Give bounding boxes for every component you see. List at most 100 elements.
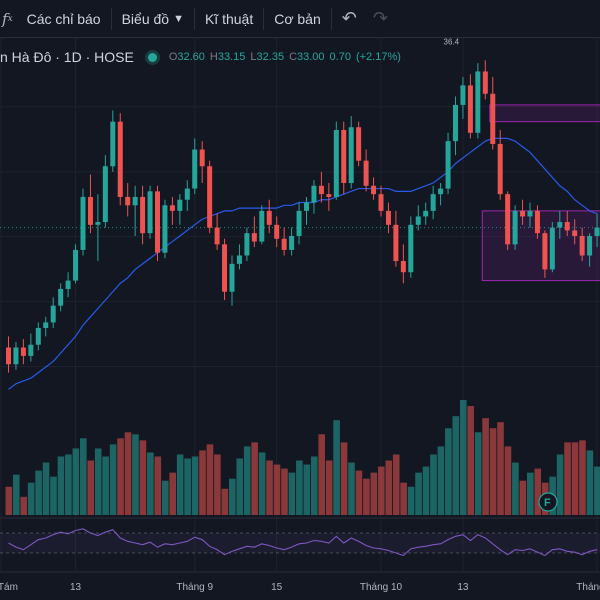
- candle-body: [579, 235, 585, 256]
- volume-bar: [430, 454, 437, 515]
- x-axis-tick-label: 15: [271, 582, 283, 593]
- volume-bar: [20, 496, 27, 515]
- change-percent: (+2.17%): [355, 51, 401, 63]
- candle-body: [587, 235, 593, 256]
- volume-bar: [571, 442, 579, 515]
- candle-body: [520, 210, 526, 217]
- volume-bar: [87, 460, 95, 515]
- high-value: 33.15: [217, 51, 246, 63]
- candle-body: [192, 149, 198, 189]
- symbol-title[interactable]: n Hà Đô · 1D · HOSE: [0, 49, 134, 65]
- candle-body: [125, 196, 131, 206]
- candle-body: [58, 288, 64, 306]
- candle-body: [438, 188, 444, 195]
- candle-body: [415, 216, 421, 225]
- candle-body: [50, 305, 56, 323]
- volume-bar: [519, 480, 527, 515]
- candle-body: [147, 191, 153, 234]
- volume-bar: [482, 418, 489, 515]
- candle-body: [333, 130, 339, 197]
- volume-bar: [184, 458, 191, 515]
- candle-body: [467, 85, 473, 133]
- candle-body: [378, 194, 384, 211]
- x-axis-tick-label: ng Tám: [0, 582, 18, 593]
- volume-bar: [296, 460, 303, 515]
- open-key: O: [168, 51, 178, 63]
- redo-icon[interactable]: ↷: [372, 8, 388, 28]
- candle-body: [326, 194, 332, 197]
- candle-body: [132, 196, 138, 206]
- volume-bar: [206, 444, 214, 515]
- volume-bar: [12, 474, 20, 515]
- volume-bar: [378, 466, 385, 515]
- candle-body: [385, 210, 391, 225]
- volume-bar: [176, 454, 184, 515]
- volume-bar: [288, 472, 296, 515]
- candle-body: [594, 227, 600, 236]
- candle-body: [169, 205, 175, 211]
- candle-body: [423, 210, 429, 217]
- volume-bar: [214, 454, 221, 515]
- candle-body: [348, 127, 354, 183]
- x-axis-tick-label: 13: [70, 582, 82, 593]
- volume-bar: [527, 472, 534, 515]
- candle-body: [393, 224, 399, 262]
- financial-event-letter: F: [544, 497, 551, 509]
- candle-body: [400, 261, 406, 273]
- candle-body: [244, 233, 250, 256]
- candle-body: [274, 224, 280, 239]
- volume-bar: [191, 456, 199, 515]
- candle-body: [65, 280, 71, 289]
- candle-body: [475, 71, 481, 133]
- candle-body: [140, 196, 146, 234]
- volume-bar: [5, 486, 13, 515]
- candle-body: [549, 227, 555, 270]
- candle-body: [505, 194, 511, 245]
- candle-body: [311, 185, 317, 203]
- volume-bar: [407, 486, 415, 515]
- x-axis-tick-label: 13: [457, 582, 469, 593]
- candle-body: [80, 196, 86, 250]
- chart-type-dropdown[interactable]: Biểu đồ ▼: [114, 0, 192, 38]
- candle-body: [236, 255, 242, 264]
- basic-tab[interactable]: Cơ bản: [266, 0, 329, 38]
- volume-bar: [132, 434, 139, 515]
- volume-bar: [497, 422, 504, 515]
- candle-body: [222, 244, 228, 292]
- candle-body: [460, 85, 466, 105]
- volume-bar: [310, 456, 318, 515]
- candle-body: [87, 196, 93, 225]
- volume-bar: [318, 434, 325, 515]
- candle-body: [43, 322, 49, 328]
- close-value: 33.00: [297, 51, 325, 63]
- undo-icon[interactable]: ↶: [341, 8, 357, 28]
- volume-bar: [102, 456, 109, 515]
- chart-type-label: Biểu đồ: [121, 10, 170, 27]
- volume-bar: [504, 446, 512, 515]
- volume-bar: [586, 450, 594, 515]
- volume-bar: [258, 452, 266, 515]
- volume-bar: [594, 466, 600, 515]
- candle-body: [430, 194, 436, 211]
- toolbar-divider: [110, 7, 112, 30]
- candle-body: [251, 233, 257, 242]
- volume-bar: [467, 406, 474, 515]
- volume-bar: [42, 462, 50, 515]
- indicators-button[interactable]: Các chỉ báo: [19, 0, 109, 38]
- candle-body: [363, 160, 369, 186]
- volume-bar: [474, 432, 482, 515]
- technical-label: Kĩ thuật: [204, 10, 254, 27]
- volume-bar: [266, 460, 273, 515]
- volume-bar: [251, 442, 258, 515]
- chart-legend: n Hà Đô · 1D · HOSE O 32.60 H 33.15 L 32.35…: [0, 46, 406, 68]
- technical-tab[interactable]: Kĩ thuật: [197, 0, 261, 38]
- volume-bar: [169, 472, 176, 515]
- volume-bar: [154, 456, 162, 515]
- candle-body: [490, 93, 496, 144]
- volume-bar: [35, 470, 42, 515]
- low-value: 32.35: [256, 51, 285, 63]
- volume-bar: [489, 428, 497, 515]
- candle-body: [497, 143, 503, 195]
